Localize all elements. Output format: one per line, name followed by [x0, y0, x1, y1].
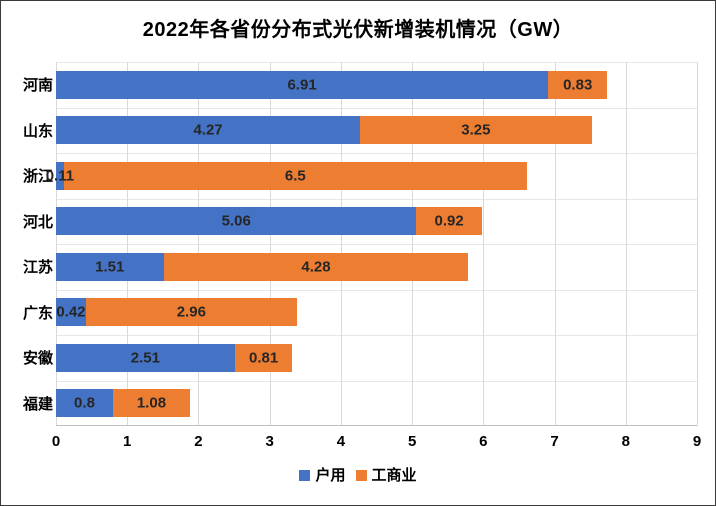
- data-label: 3.25: [461, 121, 491, 139]
- bar-row: 5.06 0.92: [56, 207, 697, 236]
- vertical-gridline: [269, 62, 271, 426]
- legend-item: 工商业: [355, 467, 417, 484]
- x-axis-line: [56, 425, 697, 426]
- category-label: 山东: [22, 122, 53, 140]
- vertical-gridline: [56, 62, 57, 426]
- data-label: 4.28: [301, 258, 331, 276]
- data-label: 0.92: [434, 212, 464, 230]
- vertical-gridline: [697, 62, 698, 426]
- category-gridline: [56, 244, 697, 245]
- data-label: 0.81: [249, 349, 279, 367]
- bar-segment: [56, 116, 361, 145]
- x-tick-label: 0: [51, 433, 61, 450]
- legend-label: 户用: [315, 467, 346, 484]
- x-tick-label: 2: [194, 433, 203, 450]
- x-tick-label: 3: [265, 433, 274, 450]
- data-label: 1.08: [136, 394, 167, 412]
- bar-segment: [163, 252, 469, 281]
- legend-swatch-icon: [355, 470, 367, 481]
- category-gridline: [56, 107, 697, 109]
- bar-segment: [56, 207, 417, 236]
- vertical-gridline: [625, 62, 627, 426]
- category-label: 安徽: [22, 350, 53, 368]
- data-label: 1.51: [95, 258, 125, 276]
- data-label: 2.51: [130, 349, 160, 367]
- category-gridline: [56, 153, 697, 154]
- category-label: 广东: [22, 304, 53, 322]
- category-gridline: [56, 62, 697, 63]
- data-label: 0.83: [563, 76, 593, 94]
- bar-row: 1.51 4.28: [56, 252, 697, 281]
- category-gridline: [56, 198, 697, 200]
- data-label: 2.96: [176, 303, 206, 321]
- bar-segment: [56, 252, 164, 281]
- bar-segment: [360, 116, 592, 145]
- bar-row: 0.8 1.08: [56, 389, 697, 418]
- category-gridline: [56, 289, 697, 291]
- x-tick-label: 6: [479, 433, 488, 450]
- category-gridline: [56, 335, 697, 336]
- bar-row: 6.91 0.83: [56, 70, 697, 99]
- bar-row: 2.51 0.81: [56, 343, 697, 372]
- bar-segment: [85, 298, 297, 327]
- bar-segment: [56, 70, 549, 99]
- bar-segment: [63, 161, 527, 190]
- data-label: 0.42: [56, 303, 86, 321]
- vertical-gridline: [483, 62, 485, 426]
- legend-label: 工商业: [371, 467, 417, 484]
- bar-segment: [56, 161, 64, 190]
- legend-swatch-icon: [299, 470, 311, 481]
- bar-segment: [234, 343, 293, 372]
- bar-segment: [548, 70, 608, 99]
- data-label: 0.11: [45, 167, 75, 185]
- plot-area: 6.91 0.83 4.27 3.25 0.11 6.5 5.06 0.92 1.51 4.28 0…: [46, 62, 698, 426]
- vertical-gridline: [198, 62, 200, 426]
- data-label: 0.8: [74, 394, 95, 412]
- legend-item: 户用: [299, 467, 346, 484]
- x-tick-label: 8: [621, 433, 630, 450]
- bar-row: 0.11 6.5: [46, 161, 697, 190]
- chart-title: 2022年各省份分布式光伏新增装机情况（GW）: [142, 19, 574, 41]
- x-tick-label: 7: [550, 433, 559, 450]
- x-tick-label: 9: [692, 433, 702, 450]
- category-label: 浙江: [22, 168, 53, 186]
- data-label: 6.91: [287, 76, 317, 94]
- legend: 户用 工商业: [1, 468, 715, 483]
- vertical-gridline: [412, 62, 414, 426]
- vertical-gridline: [554, 62, 556, 426]
- data-label: 5.06: [221, 212, 251, 230]
- x-tick-label: 4: [336, 433, 346, 450]
- bar-row: 0.42 2.96: [56, 298, 697, 327]
- x-tick-label: 1: [123, 433, 132, 450]
- bar-segment: [416, 207, 482, 236]
- category-gridline: [56, 380, 697, 382]
- vertical-gridline: [127, 62, 129, 426]
- bar-segment: [112, 389, 190, 418]
- category-label: 河南: [22, 77, 53, 95]
- category-label: 河北: [22, 213, 53, 231]
- bar-row: 4.27 3.25: [56, 116, 697, 145]
- category-label: 江苏: [22, 259, 53, 277]
- vertical-gridline: [340, 62, 342, 426]
- data-label: 4.27: [193, 121, 223, 139]
- bar-segment: [56, 343, 235, 372]
- data-label: 6.5: [284, 167, 306, 185]
- bar-segment: [56, 298, 86, 327]
- x-tick-label: 5: [407, 433, 417, 450]
- category-label: 福建: [22, 395, 53, 413]
- bar-segment: [56, 389, 113, 418]
